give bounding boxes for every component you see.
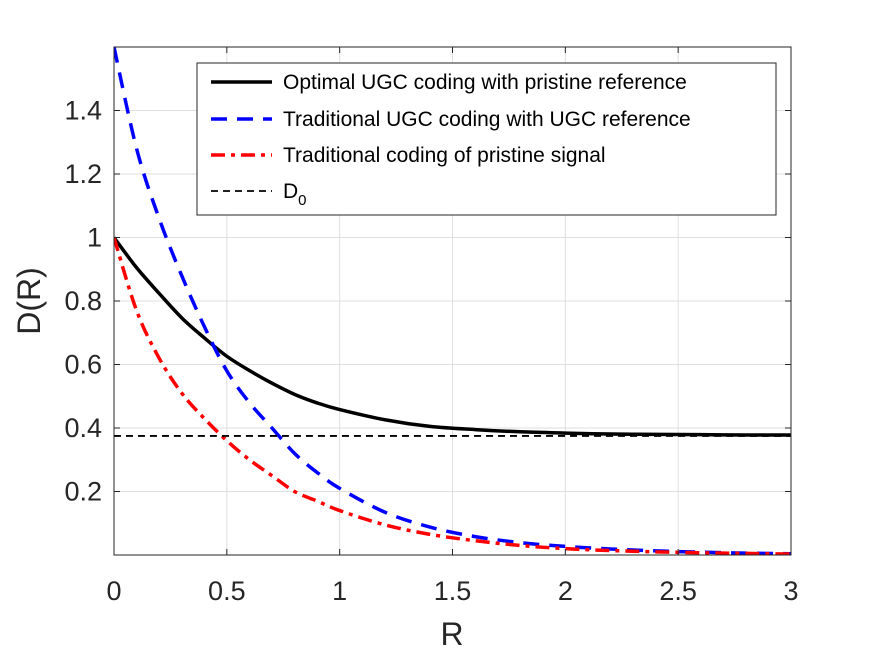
x-tick-label: 1.5 [434, 576, 472, 606]
legend-samples [211, 80, 272, 192]
series-traditional-pristine [114, 236, 791, 555]
legend-entry-d0-main: D [283, 180, 298, 203]
y-tick-label: 0.6 [64, 350, 102, 380]
x-tick-label: 3 [783, 576, 798, 606]
series-optimal-ugc [114, 236, 791, 437]
legend-box [196, 62, 777, 216]
y-tick-label: 1 [87, 223, 102, 253]
y-tick-label: 0.2 [64, 477, 102, 507]
y-tick-label: 0.8 [64, 286, 102, 316]
x-tick-label: 0 [106, 576, 121, 606]
legend-entry-traditional-ugc: Traditional UGC coding with UGC referenc… [283, 108, 691, 131]
legend-entry-optimal-ugc: Optimal UGC coding with pristine referen… [283, 71, 687, 94]
ticks [113, 47, 792, 555]
y-tick-label: 1.2 [64, 159, 102, 189]
x-tick-label: 2 [558, 576, 573, 606]
x-tick-label: 1 [332, 576, 347, 606]
y-axis-label: D(R) [11, 267, 47, 335]
legend-entry-d0-subscript: 0 [298, 192, 306, 209]
y-tick-label: 1.4 [64, 96, 102, 126]
x-tick-label: 0.5 [208, 576, 246, 606]
series-layer [114, 47, 791, 555]
x-tick-label: 2.5 [659, 576, 697, 606]
legend-entry-d0: D0 [283, 180, 307, 209]
x-axis-label: R [440, 616, 463, 652]
legend: Optimal UGC coding with pristine referen… [196, 62, 777, 216]
legend-entry-traditional-pristine: Traditional coding of pristine signal [283, 144, 606, 167]
tick-labels: 0 0.5 1 1.5 2 2.5 3 0.2 0.4 0.6 0.8 1 1.2 1.4 [64, 96, 798, 607]
y-tick-label: 0.4 [64, 413, 102, 443]
